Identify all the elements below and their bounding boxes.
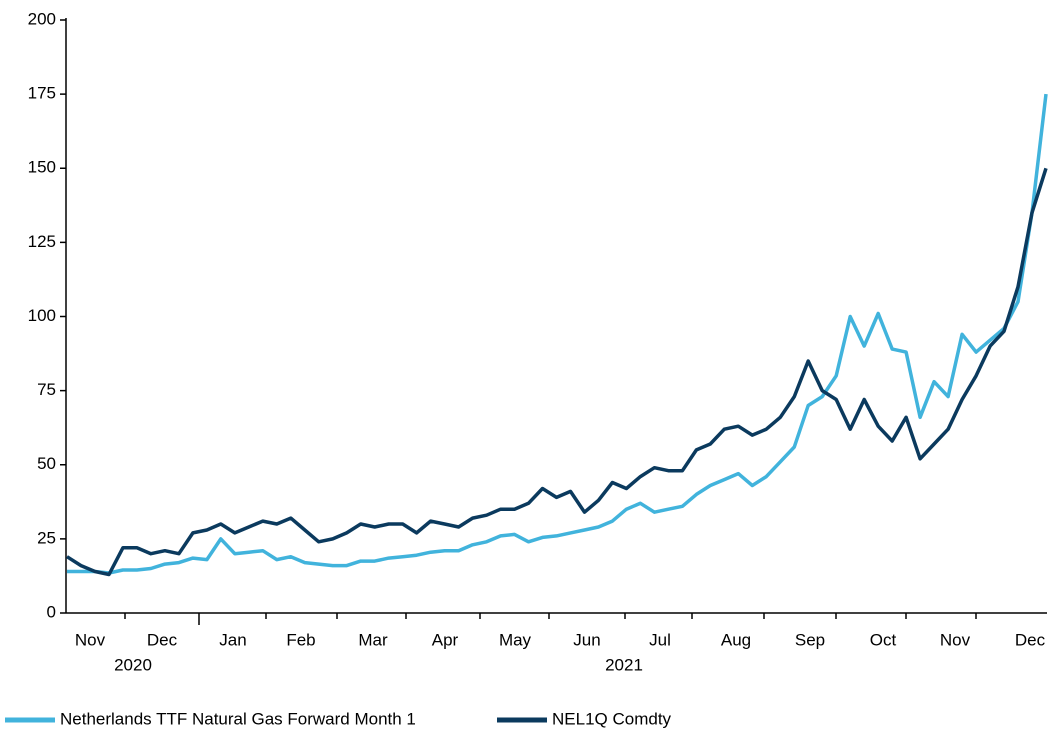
y-tick-label: 75 [37,380,56,399]
x-tick-label: Jan [219,630,246,649]
x-tick-label: Apr [432,630,459,649]
year-label: 2021 [605,655,643,674]
legend-label: NEL1Q Comdty [552,709,672,728]
y-tick-label: 50 [37,454,56,473]
y-tick-label: 100 [28,306,56,325]
series-line [66,167,1048,577]
x-tick-label: Jul [649,630,671,649]
y-tick-label: 175 [28,84,56,103]
legend-label: Netherlands TTF Natural Gas Forward Mont… [60,709,416,728]
year-label: 2020 [114,655,152,674]
x-tick-label: Dec [147,630,178,649]
series-line [67,93,1048,575]
x-tick-label: Aug [721,630,751,649]
x-tick-label: Oct [870,630,897,649]
x-tick-label: Sep [795,630,825,649]
x-tick-label: Nov [75,630,106,649]
y-tick-label: 150 [28,158,56,177]
x-tick-label: Nov [940,630,971,649]
x-tick-label: Dec [1015,630,1046,649]
x-tick-label: Jun [573,630,600,649]
y-tick-label: 125 [28,232,56,251]
x-tick-label: May [499,630,532,649]
y-tick-label: 25 [37,528,56,547]
y-tick-label: 0 [47,602,56,621]
x-tick-label: Mar [358,630,388,649]
x-tick-label: Feb [286,630,315,649]
y-tick-label: 200 [28,9,56,28]
